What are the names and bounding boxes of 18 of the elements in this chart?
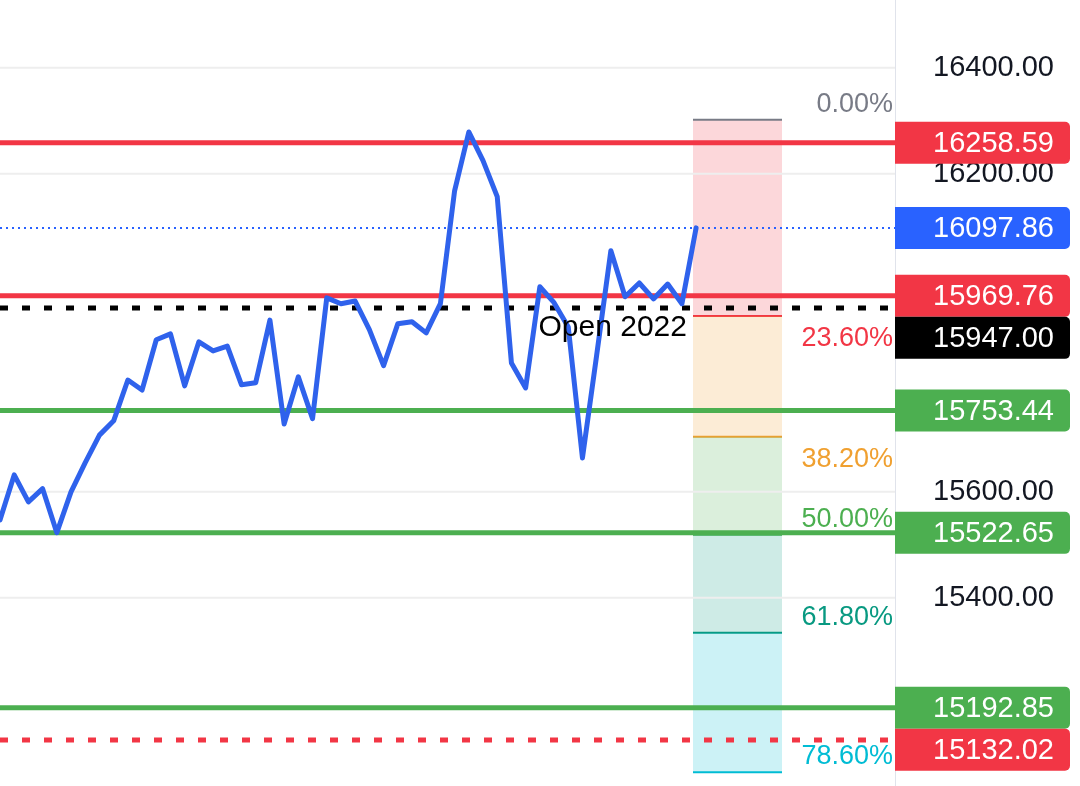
ref-line-label: 15753.44 <box>933 393 1054 426</box>
ref-line-label: 16258.59 <box>933 125 1054 158</box>
annotation: 0.00% <box>816 87 893 118</box>
band-label: 61.80% <box>801 600 893 631</box>
ref-line-label: 15969.76 <box>933 278 1054 311</box>
y-tick-label: 16400.00 <box>933 49 1054 82</box>
ref-line-label: 16097.86 <box>933 210 1054 243</box>
ref-line-label: 15947.00 <box>933 320 1054 353</box>
ref-line-label: 15132.02 <box>933 732 1054 765</box>
band-label: 38.20% <box>801 442 893 473</box>
band-label: 50.00% <box>801 502 893 533</box>
ref-line-label: 15192.85 <box>933 690 1054 723</box>
band-label: 23.60% <box>801 321 893 352</box>
y-tick-label: 15600.00 <box>933 473 1054 506</box>
band-label: 78.60% <box>801 740 893 771</box>
y-tick-label: 15400.00 <box>933 579 1054 612</box>
ref-line-label: 15522.65 <box>933 515 1054 548</box>
y-tick-label: 16200.00 <box>933 155 1054 188</box>
